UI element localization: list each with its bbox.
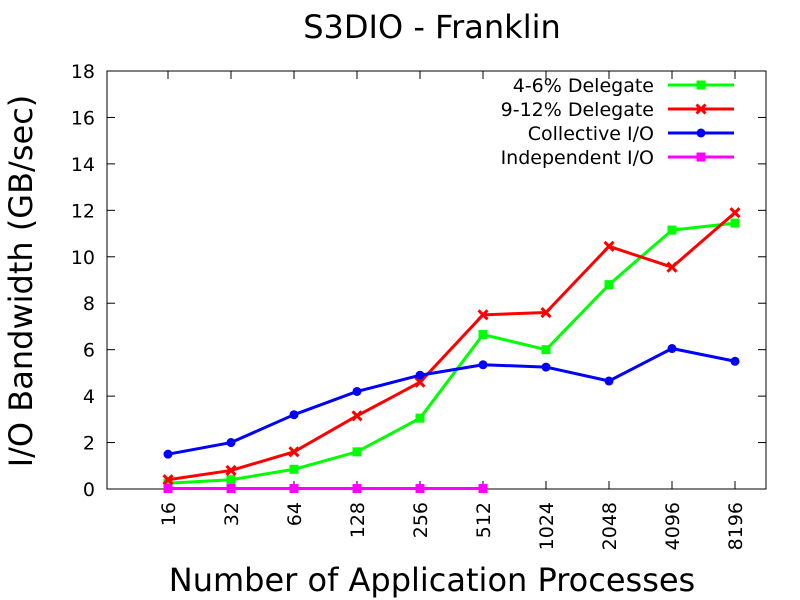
- y-tick-label: 4: [83, 386, 95, 408]
- x-tick-label: 1024: [536, 502, 558, 550]
- data-point-stroke: [477, 309, 489, 321]
- data-point: [226, 475, 236, 485]
- data-point: [289, 484, 299, 494]
- data-point: [604, 280, 614, 290]
- data-point: [289, 464, 299, 474]
- data-point: [226, 484, 236, 494]
- data-point: [729, 207, 741, 219]
- y-axis-label: I/O Bandwidth (GB/sec): [2, 95, 40, 468]
- data-point: [695, 103, 707, 115]
- data-point: [696, 80, 706, 90]
- data-point: [415, 370, 425, 380]
- data-point-stroke: [351, 410, 363, 422]
- x-tick-label: 16: [158, 502, 180, 526]
- y-tick-label: 16: [71, 107, 95, 129]
- series-line: [167, 347, 736, 456]
- data-point: [667, 344, 677, 354]
- data-point-stroke: [695, 103, 707, 115]
- chart-title: S3DIO - Franklin: [303, 8, 561, 46]
- plot-frame: [106, 70, 767, 490]
- series-independent-i-o: [163, 484, 488, 494]
- data-point: [162, 474, 174, 486]
- data-point: [541, 362, 551, 372]
- data-point-stroke: [414, 376, 426, 388]
- data-point-stroke: [666, 261, 678, 273]
- data-point: [352, 484, 362, 494]
- data-point: [478, 360, 488, 370]
- y-tick-label: 14: [71, 154, 95, 176]
- series-collective-i-o: [163, 344, 740, 459]
- x-axis-label: Number of Application Processes: [169, 561, 695, 599]
- legend-item: Collective I/O: [528, 123, 734, 145]
- data-point: [730, 218, 740, 228]
- data-point: [351, 410, 363, 422]
- data-point: [696, 152, 706, 162]
- data-point: [415, 413, 425, 423]
- x-tick-label: 2048: [599, 502, 621, 550]
- data-point: [696, 128, 706, 138]
- data-point: [604, 376, 614, 386]
- x-tick-label: 512: [473, 502, 495, 538]
- x-tick-label: 32: [221, 502, 243, 526]
- data-point: [667, 225, 677, 235]
- data-point-stroke: [288, 446, 300, 458]
- data-point-stroke: [225, 464, 237, 476]
- legend-label: 9-12% Delegate: [501, 99, 654, 121]
- x-tick-label: 256: [410, 502, 432, 538]
- data-point: [163, 484, 173, 494]
- data-point: [163, 478, 173, 488]
- data-point-stroke: [540, 306, 552, 319]
- data-point: [415, 484, 425, 494]
- y-tick-label: 8: [83, 293, 95, 315]
- data-point: [478, 484, 488, 494]
- data-point: [288, 446, 300, 458]
- legend-item: 4-6% Delegate: [513, 75, 734, 97]
- data-point-stroke: [603, 240, 615, 252]
- legend-item: Independent I/O: [501, 147, 734, 169]
- x-tick-label: 8196: [725, 502, 747, 550]
- data-point: [603, 240, 615, 252]
- data-point: [477, 309, 489, 321]
- series-layer: [162, 207, 741, 494]
- y-tick-label: 10: [71, 247, 95, 269]
- series-4-6-delegate: [163, 218, 740, 488]
- series-9-12-delegate: [162, 207, 741, 486]
- data-point: [352, 447, 362, 457]
- y-tick-label: 6: [83, 340, 95, 362]
- series-line: [167, 221, 736, 485]
- data-point: [730, 356, 740, 366]
- legend-label: 4-6% Delegate: [513, 75, 654, 97]
- data-point: [541, 345, 551, 355]
- y-tick-label: 12: [71, 200, 95, 222]
- data-point-stroke: [162, 474, 174, 486]
- legend-label: Collective I/O: [528, 123, 654, 145]
- data-point: [226, 438, 236, 448]
- series-line: [167, 211, 736, 482]
- data-point-stroke: [729, 207, 741, 219]
- data-point: [414, 376, 426, 388]
- legend-item: 9-12% Delegate: [501, 99, 734, 121]
- x-tick-label: 64: [284, 502, 306, 526]
- y-tick-label: 18: [71, 61, 95, 83]
- y-tick-label: 2: [83, 433, 95, 455]
- data-point: [666, 261, 678, 273]
- axes: 0 2 4 6 8 10 12 14 16 18 16 32 64 128 256 512 1024 2048 40…: [71, 61, 767, 550]
- data-point: [289, 410, 299, 420]
- data-point: [540, 306, 552, 319]
- data-point: [225, 464, 237, 476]
- data-point: [163, 449, 173, 459]
- x-tick-label: 4096: [662, 502, 684, 550]
- y-tick-label: 0: [83, 479, 95, 501]
- x-tick-label: 128: [347, 502, 369, 538]
- legend-label: Independent I/O: [501, 147, 654, 169]
- data-point: [352, 386, 362, 396]
- data-point: [478, 330, 488, 340]
